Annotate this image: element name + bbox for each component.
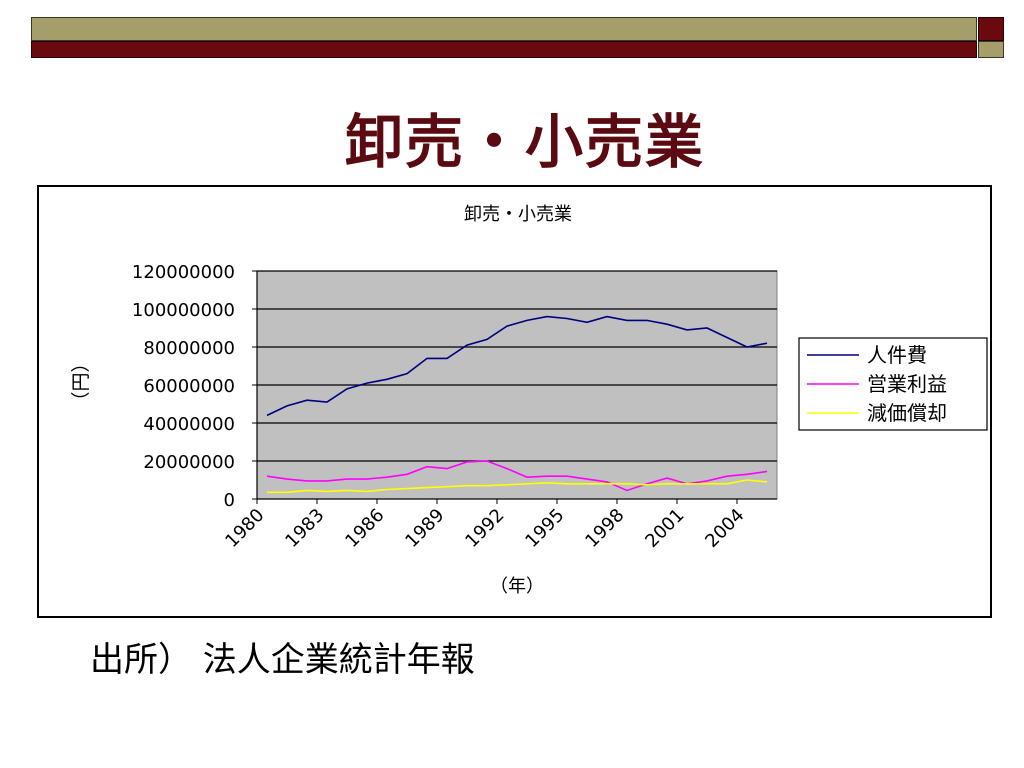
- legend-label-減価償却: 減価償却: [867, 401, 947, 425]
- header-bar-olive: [31, 17, 977, 41]
- x-tick-label: 2004: [701, 505, 748, 552]
- y-tick-label: 100000000: [132, 300, 235, 321]
- x-tick-label: 1989: [401, 505, 448, 552]
- y-tick-label: 60000000: [143, 376, 235, 397]
- series-line-人件費: [266, 315, 768, 417]
- y-tick-label: 40000000: [143, 414, 235, 435]
- source-citation: 出所） 法人企業統計年報: [90, 640, 475, 680]
- series-line-減価償却: [267, 479, 768, 494]
- header-bar-maroon: [31, 41, 977, 58]
- y-axis: 0 20000000 40000000 60000000 80000000 1000000…: [132, 262, 258, 511]
- series-lines: [266, 315, 768, 494]
- header-corner-maroon: [978, 17, 1004, 41]
- y-tick-label: 120000000: [132, 262, 235, 283]
- x-tick-label: 1995: [521, 505, 568, 552]
- chart-frame: 卸売・小売業 0 20000000 40000000 60000000 80000000…: [37, 185, 992, 618]
- chart-title: 卸売・小売業: [464, 204, 572, 225]
- x-tick-label: 1983: [281, 505, 328, 552]
- x-axis-label: （年）: [490, 576, 544, 597]
- x-tick-label: 1980: [221, 505, 268, 552]
- header-corner-olive: [978, 41, 1004, 58]
- y-tick-label: 20000000: [143, 452, 235, 473]
- legend-label-営業利益: 営業利益: [867, 372, 947, 396]
- y-axis-label: （円）: [70, 353, 92, 410]
- line-chart: 卸売・小売業 0 20000000 40000000 60000000 80000000…: [70, 204, 988, 597]
- legend-label-人件費: 人件費: [867, 343, 927, 367]
- plot-area: [256, 270, 778, 500]
- x-tick-label: 1998: [581, 505, 628, 552]
- x-tick-label: 1992: [461, 505, 508, 552]
- y-tick-label: 0: [224, 490, 235, 511]
- x-tick-label: 2001: [641, 505, 688, 552]
- x-tick-label: 1986: [341, 505, 388, 552]
- y-tick-label: 80000000: [143, 338, 235, 359]
- x-axis: 1980 1983 1986 1989 1992 1995 1998 2001 2004: [221, 498, 777, 552]
- slide-title: 卸売・小売業: [344, 108, 705, 176]
- series-line-営業利益: [266, 460, 768, 492]
